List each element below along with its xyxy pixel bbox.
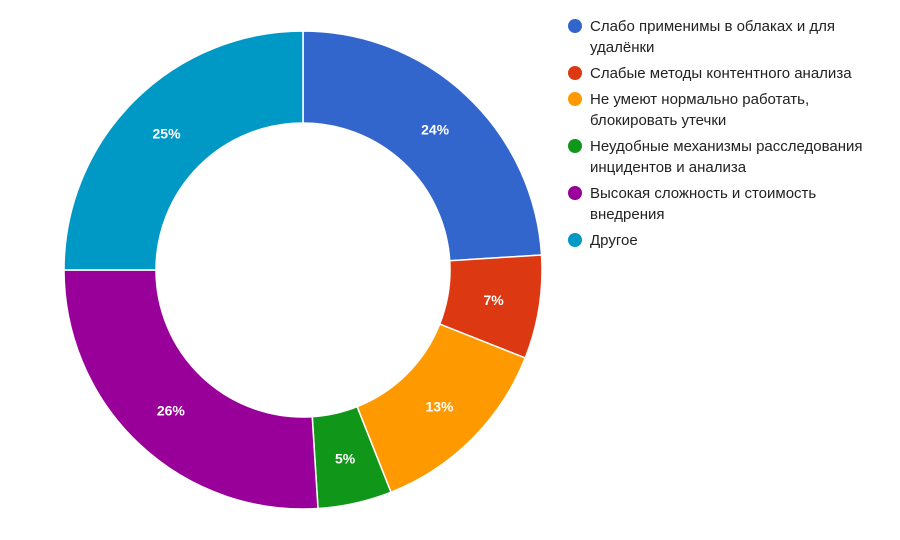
legend-item-4[interactable]: Неудобные механизмы расследования инциде… bbox=[568, 136, 888, 178]
legend-label: Слабые методы контентного анализа bbox=[590, 65, 852, 82]
legend-label: Высокая сложность и стоимость внедрения bbox=[590, 185, 817, 223]
legend-swatch-icon bbox=[568, 66, 582, 80]
slice-value-label-6: 25% bbox=[153, 126, 182, 142]
legend-swatch-icon bbox=[568, 186, 582, 200]
slice-value-label-5: 26% bbox=[157, 403, 186, 419]
donut-slice-5[interactable] bbox=[63, 269, 319, 510]
legend-item-5[interactable]: Высокая сложность и стоимость внедрения bbox=[568, 183, 888, 225]
slice-value-label-1: 24% bbox=[421, 121, 450, 137]
legend-item-1[interactable]: Слабо применимы в облаках и для удалёнки bbox=[568, 16, 888, 58]
legend-swatch-icon bbox=[568, 19, 582, 33]
legend-label: Неудобные механизмы расследования инциде… bbox=[590, 138, 863, 176]
legend-label: Не умеют нормально работать, блокировать… bbox=[590, 91, 810, 129]
legend-swatch-icon bbox=[568, 233, 582, 247]
slice-value-label-3: 13% bbox=[425, 398, 454, 414]
donut-slice-1[interactable] bbox=[302, 30, 543, 262]
legend: Слабо применимы в облаках и для удалёнки… bbox=[568, 16, 888, 256]
donut-chart: 24% 7% 13% 5% 26% 25% bbox=[63, 30, 543, 510]
legend-swatch-icon bbox=[568, 92, 582, 106]
slice-value-label-2: 7% bbox=[484, 292, 505, 308]
legend-item-6[interactable]: Другое bbox=[568, 230, 888, 251]
donut-slice-6[interactable] bbox=[63, 30, 304, 271]
legend-item-3[interactable]: Не умеют нормально работать, блокировать… bbox=[568, 89, 888, 131]
legend-swatch-icon bbox=[568, 139, 582, 153]
legend-label: Другое bbox=[590, 232, 638, 249]
slice-value-label-4: 5% bbox=[335, 450, 356, 466]
legend-item-2[interactable]: Слабые методы контентного анализа bbox=[568, 63, 888, 84]
legend-label: Слабо применимы в облаках и для удалёнки bbox=[590, 18, 836, 56]
